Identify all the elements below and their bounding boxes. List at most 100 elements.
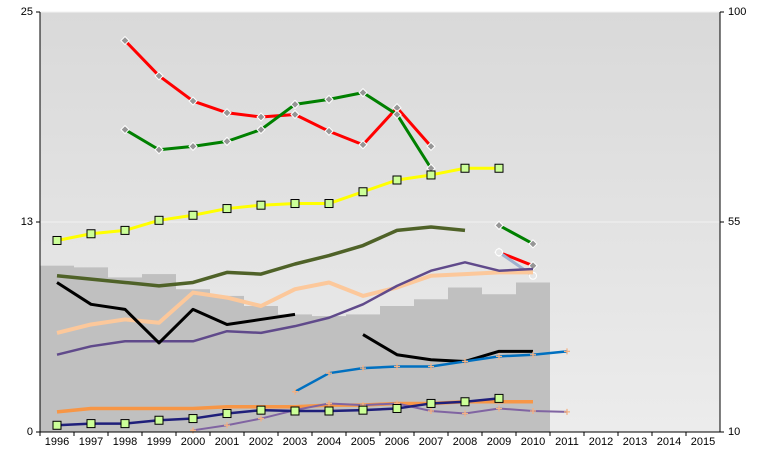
marker [495, 248, 503, 257]
x-tick-label: 2012 [589, 436, 613, 447]
marker [426, 141, 436, 152]
marker [460, 163, 470, 173]
marker [222, 204, 232, 214]
marker [188, 210, 198, 220]
marker [290, 199, 300, 209]
x-tick-label: 1996 [45, 436, 69, 447]
x-tick-label: 2000 [181, 436, 205, 447]
y2-tick-label: 10 [728, 426, 740, 438]
series-line [56, 166, 499, 242]
marker [188, 414, 198, 424]
marker [530, 351, 536, 358]
marker [564, 408, 570, 415]
x-tick-label: 2007 [419, 436, 443, 447]
marker [462, 358, 468, 365]
marker [256, 112, 266, 122]
marker [326, 400, 332, 407]
bar [108, 277, 142, 432]
marker [324, 406, 334, 416]
marker [392, 403, 402, 413]
x-tick-label: 2004 [317, 436, 341, 447]
marker [494, 220, 504, 231]
marker [222, 136, 232, 147]
marker [256, 124, 266, 135]
x-tick-label: 2010 [521, 436, 545, 447]
marker [496, 353, 502, 360]
x-tick-label: 2015 [691, 436, 715, 447]
x-tick-label: 1999 [147, 436, 171, 447]
marker [360, 365, 366, 372]
marker [154, 71, 164, 81]
marker [324, 126, 334, 136]
marker [528, 239, 538, 249]
series-line [56, 397, 500, 427]
marker [256, 200, 266, 210]
marker [462, 410, 468, 417]
x-tick-label: 2003 [283, 436, 307, 447]
x-tick-label: 2009 [487, 436, 511, 447]
y2-tick-label: 100 [728, 6, 746, 18]
marker [358, 405, 368, 415]
marker [154, 215, 164, 225]
marker [188, 141, 198, 152]
x-tick-label: 2008 [453, 436, 477, 447]
x-tick-label: 1997 [79, 436, 103, 447]
x-tick-label: 2005 [351, 436, 375, 447]
marker [120, 35, 130, 46]
marker [324, 199, 334, 209]
y-tick-label: 25 [21, 6, 33, 18]
marker [394, 363, 400, 370]
marker [392, 175, 402, 185]
marker [494, 393, 504, 403]
x-tick-label: 2013 [623, 436, 647, 447]
x-tick-label: 2011 [555, 436, 579, 447]
marker [290, 406, 300, 416]
marker [326, 370, 332, 377]
x-tick-label: 2002 [249, 436, 273, 447]
marker [494, 163, 504, 173]
x-tick-label: 2001 [215, 436, 239, 447]
series-line [56, 261, 534, 356]
marker [224, 422, 230, 429]
bar [40, 265, 74, 432]
marker [292, 388, 298, 395]
marker [120, 225, 130, 235]
marker [222, 409, 232, 419]
marker [120, 419, 130, 429]
marker [324, 94, 334, 105]
marker [496, 405, 502, 412]
y-tick-label: 0 [27, 426, 33, 438]
marker [428, 408, 434, 414]
marker [52, 235, 62, 245]
marker [426, 398, 436, 408]
marker [188, 96, 198, 106]
marker [358, 87, 368, 98]
series-line [56, 225, 466, 288]
series-line [56, 281, 533, 363]
marker [358, 187, 368, 197]
x-tick-label: 2014 [657, 436, 681, 447]
marker [460, 397, 470, 407]
marker [86, 419, 96, 429]
marker [530, 408, 536, 414]
y-tick-label: 13 [21, 216, 33, 228]
marker [222, 108, 232, 118]
marker [290, 99, 300, 110]
x-tick-label: 1998 [113, 436, 137, 447]
marker [290, 109, 300, 120]
marker [426, 170, 436, 180]
x-tick-label: 2006 [385, 436, 409, 447]
marker [258, 415, 264, 422]
marker [392, 109, 402, 120]
marker [154, 415, 164, 425]
series-line [192, 402, 568, 432]
series-line [124, 91, 534, 246]
y2-tick-label: 55 [728, 216, 740, 228]
marker [52, 420, 62, 430]
marker [564, 348, 570, 355]
marker [154, 145, 164, 155]
marker [86, 229, 96, 239]
marker [428, 363, 434, 370]
